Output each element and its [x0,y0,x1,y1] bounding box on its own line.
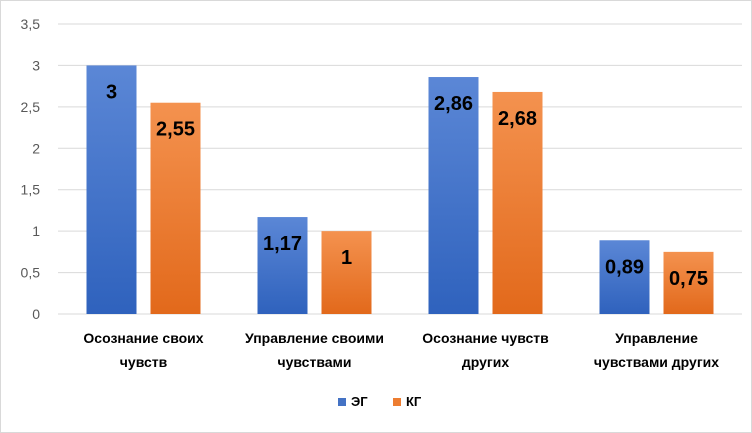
data-label: 2,86 [434,93,473,115]
y-tick-label: 2,5 [21,99,41,115]
y-tick-label: 1 [32,223,40,239]
data-labels: 3 2,55 1,17 1 2,86 2,68 0,89 0,75 [106,81,708,289]
data-label: 0,75 [669,268,708,290]
x-category-label: Осознание своих [83,330,203,346]
legend-swatch [393,398,401,406]
data-label: 2,55 [156,119,195,141]
bars [86,65,714,315]
data-label: 1 [341,247,352,269]
bar [599,240,650,314]
bar [257,217,308,314]
bar [428,77,479,315]
x-category-label: Осознание чувств [422,330,549,346]
x-category-label: чувствами [278,354,352,370]
x-category-label: чувств [120,354,168,370]
y-tick-label: 3,5 [21,16,41,32]
bar [492,91,543,314]
y-tick-label: 2 [32,140,40,156]
y-tick-label: 1,5 [21,182,41,198]
bar [321,231,372,314]
bar [663,251,714,314]
data-label: 3 [106,81,117,103]
x-axis: Осознание своих чувств Управление своими чу… [83,330,719,370]
data-label: 0,89 [605,256,644,278]
x-category-label: других [462,354,509,370]
legend: ЭГ КГ [338,394,422,409]
legend-swatch [338,398,346,406]
legend-label: КГ [406,394,422,409]
data-label: 2,68 [498,108,537,130]
y-tick-label: 0 [32,306,40,322]
y-tick-label: 0,5 [21,265,41,281]
y-tick-label: 3 [32,57,40,73]
x-category-label: Управление [615,330,698,346]
legend-label: ЭГ [351,394,368,409]
x-category-label: Управление своими [245,330,384,346]
bar [150,102,201,314]
bar [86,65,137,314]
y-axis: 0 0,5 1 1,5 2 2,5 3 3,5 [21,16,41,322]
data-label: 1,17 [263,233,302,255]
x-category-label: чувствами других [594,354,719,370]
